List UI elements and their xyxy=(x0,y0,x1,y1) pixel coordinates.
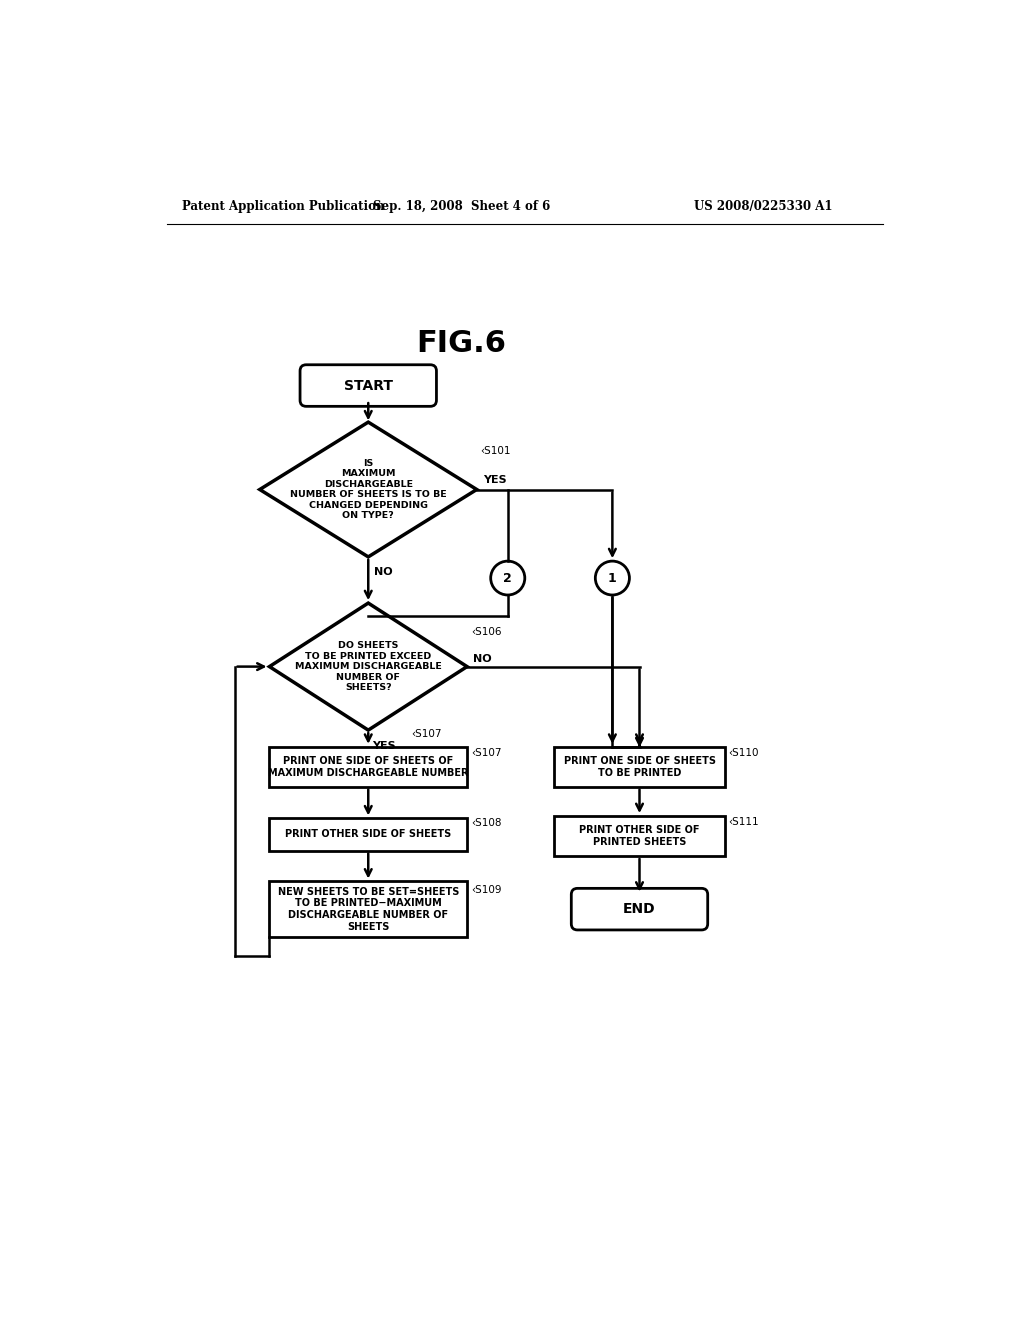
Bar xyxy=(269,818,467,850)
Text: Patent Application Publication: Patent Application Publication xyxy=(182,199,385,213)
Text: PRINT ONE SIDE OF SHEETS
TO BE PRINTED: PRINT ONE SIDE OF SHEETS TO BE PRINTED xyxy=(563,756,716,777)
Text: ‹S110: ‹S110 xyxy=(729,748,759,758)
Text: 1: 1 xyxy=(608,572,616,585)
Text: END: END xyxy=(624,902,655,916)
FancyBboxPatch shape xyxy=(571,888,708,929)
Bar xyxy=(269,747,467,787)
Text: NEW SHEETS TO BE SET=SHEETS
TO BE PRINTED−MAXIMUM
DISCHARGEABLE NUMBER OF
SHEETS: NEW SHEETS TO BE SET=SHEETS TO BE PRINTE… xyxy=(278,887,459,932)
Text: DO SHEETS
TO BE PRINTED EXCEED
MAXIMUM DISCHARGEABLE
NUMBER OF
SHEETS?: DO SHEETS TO BE PRINTED EXCEED MAXIMUM D… xyxy=(295,642,441,692)
Polygon shape xyxy=(269,603,467,730)
Text: NO: NO xyxy=(375,568,393,577)
Text: ‹S111: ‹S111 xyxy=(729,817,759,828)
Text: PRINT OTHER SIDE OF
PRINTED SHEETS: PRINT OTHER SIDE OF PRINTED SHEETS xyxy=(580,825,699,847)
Text: ‹S109: ‹S109 xyxy=(471,884,502,895)
Text: PRINT ONE SIDE OF SHEETS OF
MAXIMUM DISCHARGEABLE NUMBER: PRINT ONE SIDE OF SHEETS OF MAXIMUM DISC… xyxy=(268,756,469,777)
Circle shape xyxy=(490,561,524,595)
Text: START: START xyxy=(344,379,393,392)
Bar xyxy=(269,882,467,937)
Text: NO: NO xyxy=(473,653,492,664)
FancyBboxPatch shape xyxy=(300,364,436,407)
Text: Sep. 18, 2008  Sheet 4 of 6: Sep. 18, 2008 Sheet 4 of 6 xyxy=(373,199,550,213)
Circle shape xyxy=(595,561,630,595)
Text: YES: YES xyxy=(483,475,507,486)
Text: ‹S107: ‹S107 xyxy=(411,729,441,739)
Bar xyxy=(554,816,725,855)
Text: 2: 2 xyxy=(504,572,512,585)
Text: ‹S108: ‹S108 xyxy=(471,818,502,828)
Text: ‹S101: ‹S101 xyxy=(480,446,511,455)
Text: ‹S107: ‹S107 xyxy=(471,748,502,758)
Text: IS
MAXIMUM
DISCHARGEABLE
NUMBER OF SHEETS IS TO BE
CHANGED DEPENDING
ON TYPE?: IS MAXIMUM DISCHARGEABLE NUMBER OF SHEET… xyxy=(290,459,446,520)
Bar xyxy=(554,747,725,787)
Polygon shape xyxy=(260,422,477,557)
Text: US 2008/0225330 A1: US 2008/0225330 A1 xyxy=(694,199,833,213)
Text: ‹S106: ‹S106 xyxy=(471,627,502,638)
Text: PRINT OTHER SIDE OF SHEETS: PRINT OTHER SIDE OF SHEETS xyxy=(285,829,452,840)
Text: YES: YES xyxy=(372,741,395,751)
Text: FIG.6: FIG.6 xyxy=(416,329,506,358)
